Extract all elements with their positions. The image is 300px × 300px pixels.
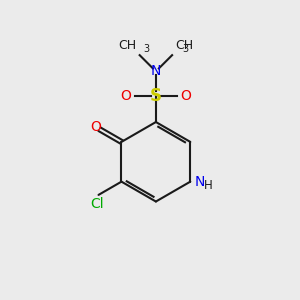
Text: O: O (121, 88, 131, 103)
Text: 3: 3 (182, 44, 188, 54)
Text: O: O (180, 88, 191, 103)
Text: O: O (90, 120, 101, 134)
Text: 3: 3 (143, 44, 150, 54)
Text: N: N (194, 175, 205, 189)
Text: CH: CH (175, 39, 193, 52)
Text: S: S (150, 86, 162, 104)
Text: H: H (204, 179, 212, 192)
Text: CH: CH (118, 39, 137, 52)
Text: N: N (151, 64, 161, 78)
Text: Cl: Cl (90, 197, 104, 211)
